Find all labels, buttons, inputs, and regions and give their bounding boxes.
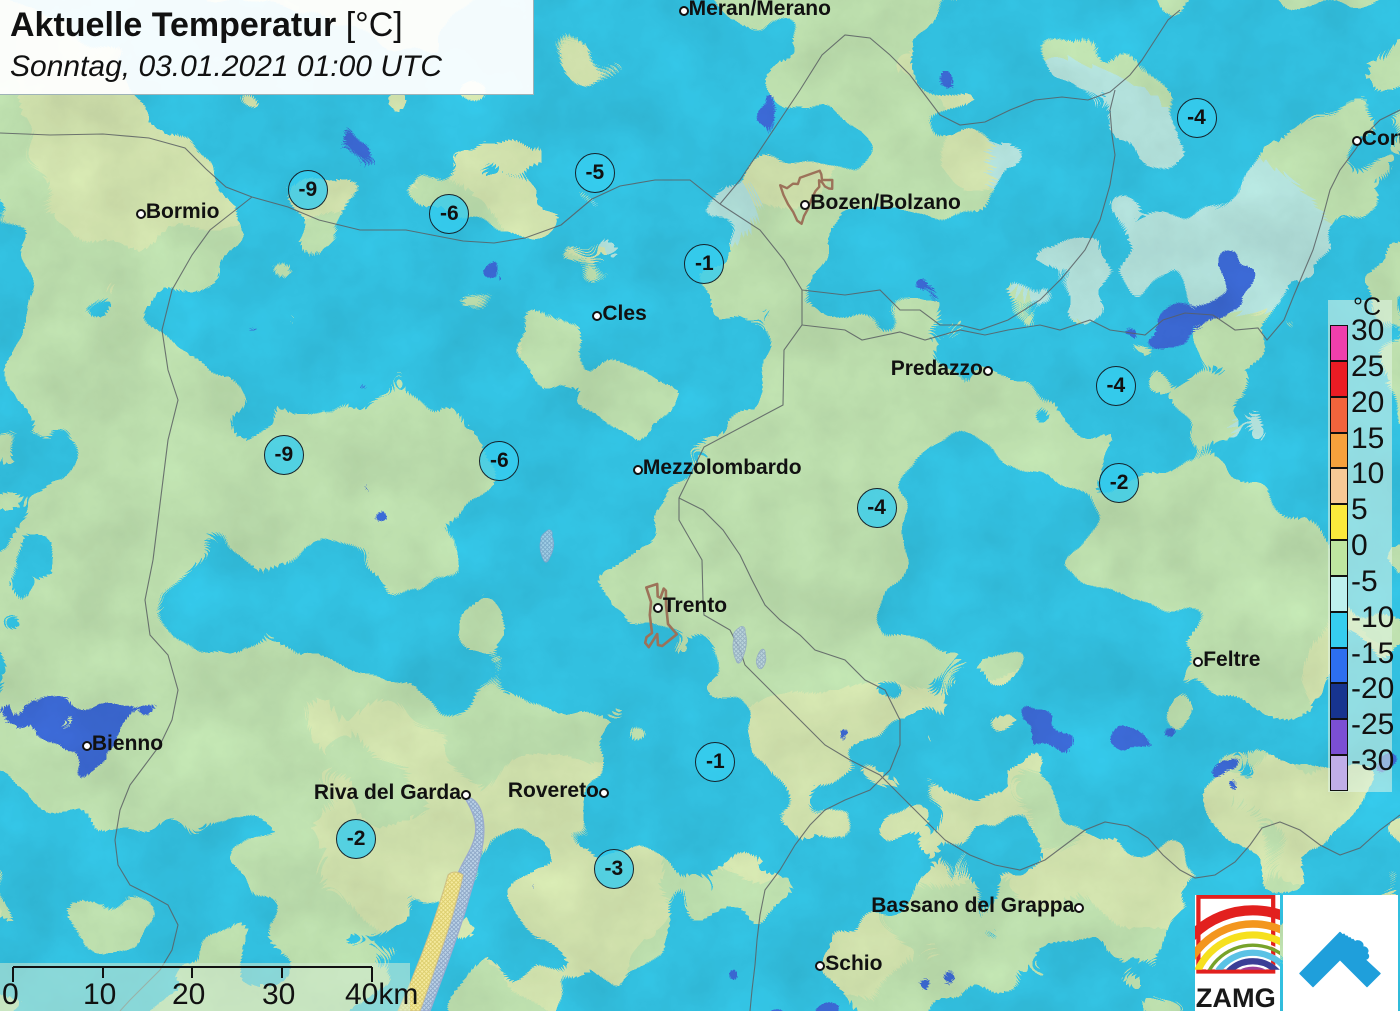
svg-text:ZAMG: ZAMG <box>1196 982 1276 1011</box>
